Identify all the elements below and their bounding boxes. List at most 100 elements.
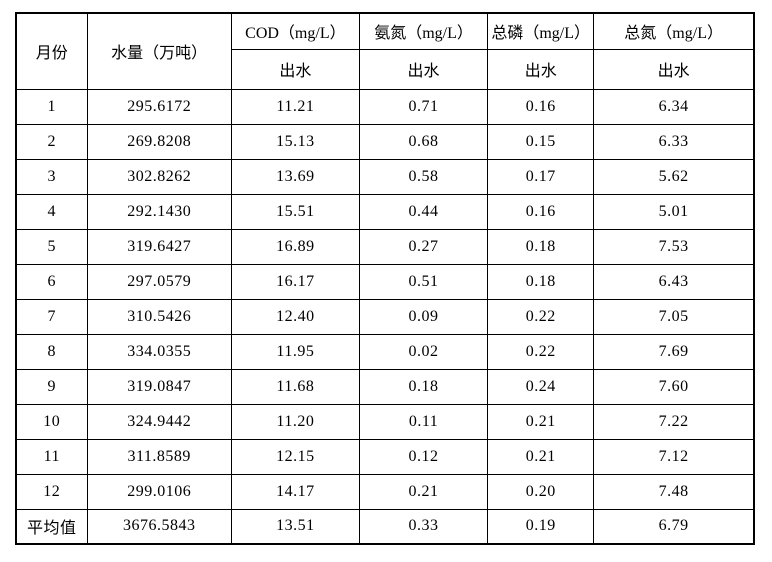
table-row: 5 319.6427 16.89 0.27 0.18 7.53 (15, 228, 755, 265)
cell-phosphorus-effluent: 0.16 (487, 193, 595, 230)
cell-phosphorus-effluent: 0.15 (487, 123, 595, 160)
cell-nitrogen-effluent: 7.48 (593, 473, 755, 510)
cell-month: 8 (15, 333, 88, 370)
cell-phosphorus-effluent: 0.22 (487, 333, 595, 370)
document-page: 月份 水量（万吨） COD（mg/L） 氨氮（mg/L） 总磷（mg/L） 总氮… (15, 12, 755, 545)
cell-nitrogen-effluent: 7.53 (593, 228, 755, 265)
cell-month: 5 (15, 228, 88, 265)
subheader-phosphorus-effluent: 出水 (487, 48, 595, 90)
cell-nitrogen-effluent: 6.33 (593, 123, 755, 160)
cell-cod-effluent: 15.13 (230, 123, 360, 160)
cell-month: 7 (15, 298, 88, 335)
cell-ammonia-effluent: 0.58 (358, 158, 489, 195)
table-row: 6 297.0579 16.17 0.51 0.18 6.43 (15, 263, 755, 300)
cell-cod-effluent: 15.51 (230, 193, 360, 230)
cell-ammonia-effluent: 0.51 (358, 263, 489, 300)
cell-nitrogen-effluent: 6.34 (593, 88, 755, 125)
subheader-ammonia-effluent: 出水 (358, 48, 489, 90)
cell-ammonia-effluent: 0.18 (358, 368, 489, 405)
cell-nitrogen-effluent: 7.22 (593, 403, 755, 440)
table-row: 8 334.0355 11.95 0.02 0.22 7.69 (15, 333, 755, 370)
col-header-cod: COD（mg/L） (230, 12, 360, 50)
cell-cod-effluent: 11.95 (230, 333, 360, 370)
cell-nitrogen-effluent: 7.12 (593, 438, 755, 475)
header-row-sub: 出水 出水 出水 出水 (16, 48, 755, 90)
cell-cod-effluent: 13.69 (230, 158, 360, 195)
cell-phosphorus-effluent: 0.17 (487, 158, 595, 195)
cell-cod-effluent: 11.68 (230, 368, 360, 405)
col-header-water-volume: 水量（万吨） (86, 12, 232, 90)
table-row: 3 302.8262 13.69 0.58 0.17 5.62 (15, 158, 755, 195)
cell-phosphorus-effluent: 0.20 (487, 473, 595, 510)
cell-cod-effluent: 11.21 (230, 88, 360, 125)
cell-water-volume: 319.0847 (86, 368, 232, 405)
cell-cod-effluent: 14.17 (230, 473, 360, 510)
table-body: 1 295.6172 11.21 0.71 0.16 6.34 2 269.82… (15, 88, 755, 545)
cell-month: 1 (15, 88, 88, 125)
cell-water-volume: 302.8262 (86, 158, 232, 195)
cell-ammonia-effluent: 0.27 (358, 228, 489, 265)
cell-water-volume: 3676.5843 (86, 508, 232, 545)
table-row: 12 299.0106 14.17 0.21 0.20 7.48 (15, 473, 755, 510)
cell-month: 2 (15, 123, 88, 160)
table-row: 7 310.5426 12.40 0.09 0.22 7.05 (15, 298, 755, 335)
water-quality-table: 月份 水量（万吨） COD（mg/L） 氨氮（mg/L） 总磷（mg/L） 总氮… (15, 12, 755, 545)
cell-nitrogen-effluent: 7.69 (593, 333, 755, 370)
cell-water-volume: 311.8589 (86, 438, 232, 475)
cell-month: 平均值 (15, 508, 88, 545)
cell-phosphorus-effluent: 0.21 (487, 438, 595, 475)
table-row: 1 295.6172 11.21 0.71 0.16 6.34 (15, 88, 755, 125)
table-row: 2 269.8208 15.13 0.68 0.15 6.33 (15, 123, 755, 160)
table-row: 9 319.0847 11.68 0.18 0.24 7.60 (15, 368, 755, 405)
cell-nitrogen-effluent: 5.01 (593, 193, 755, 230)
cell-month: 12 (15, 473, 88, 510)
cell-phosphorus-effluent: 0.18 (487, 228, 595, 265)
cell-cod-effluent: 16.89 (230, 228, 360, 265)
table-row: 4 292.1430 15.51 0.44 0.16 5.01 (15, 193, 755, 230)
cell-month: 4 (15, 193, 88, 230)
col-header-month: 月份 (15, 12, 88, 90)
cell-ammonia-effluent: 0.12 (358, 438, 489, 475)
cell-cod-effluent: 12.40 (230, 298, 360, 335)
cell-month: 3 (15, 158, 88, 195)
cell-water-volume: 295.6172 (86, 88, 232, 125)
cell-ammonia-effluent: 0.02 (358, 333, 489, 370)
cell-nitrogen-effluent: 5.62 (593, 158, 755, 195)
subheader-cod-effluent: 出水 (230, 48, 360, 90)
col-header-total-phosphorus: 总磷（mg/L） (487, 12, 595, 50)
cell-ammonia-effluent: 0.71 (358, 88, 489, 125)
cell-cod-effluent: 12.15 (230, 438, 360, 475)
cell-ammonia-effluent: 0.21 (358, 473, 489, 510)
cell-month: 10 (15, 403, 88, 440)
cell-nitrogen-effluent: 6.43 (593, 263, 755, 300)
subheader-nitrogen-effluent: 出水 (593, 48, 755, 90)
col-header-total-nitrogen: 总氮（mg/L） (593, 12, 755, 50)
cell-phosphorus-effluent: 0.16 (487, 88, 595, 125)
cell-water-volume: 292.1430 (86, 193, 232, 230)
cell-phosphorus-effluent: 0.19 (487, 508, 595, 545)
cell-ammonia-effluent: 0.68 (358, 123, 489, 160)
cell-water-volume: 324.9442 (86, 403, 232, 440)
table-row: 11 311.8589 12.15 0.12 0.21 7.12 (15, 438, 755, 475)
cell-phosphorus-effluent: 0.18 (487, 263, 595, 300)
cell-month: 9 (15, 368, 88, 405)
table-row: 10 324.9442 11.20 0.11 0.21 7.22 (15, 403, 755, 440)
cell-cod-effluent: 11.20 (230, 403, 360, 440)
cell-water-volume: 297.0579 (86, 263, 232, 300)
cell-nitrogen-effluent: 7.05 (593, 298, 755, 335)
cell-month: 6 (15, 263, 88, 300)
cell-ammonia-effluent: 0.44 (358, 193, 489, 230)
table-header: 月份 水量（万吨） COD（mg/L） 氨氮（mg/L） 总磷（mg/L） 总氮… (15, 12, 755, 90)
cell-cod-effluent: 13.51 (230, 508, 360, 545)
cell-nitrogen-effluent: 6.79 (593, 508, 755, 545)
cell-water-volume: 334.0355 (86, 333, 232, 370)
cell-ammonia-effluent: 0.11 (358, 403, 489, 440)
cell-ammonia-effluent: 0.33 (358, 508, 489, 545)
header-row-top: 月份 水量（万吨） COD（mg/L） 氨氮（mg/L） 总磷（mg/L） 总氮… (15, 12, 755, 90)
cell-phosphorus-effluent: 0.21 (487, 403, 595, 440)
cell-water-volume: 269.8208 (86, 123, 232, 160)
cell-water-volume: 319.6427 (86, 228, 232, 265)
cell-month: 11 (15, 438, 88, 475)
cell-nitrogen-effluent: 7.60 (593, 368, 755, 405)
cell-phosphorus-effluent: 0.22 (487, 298, 595, 335)
